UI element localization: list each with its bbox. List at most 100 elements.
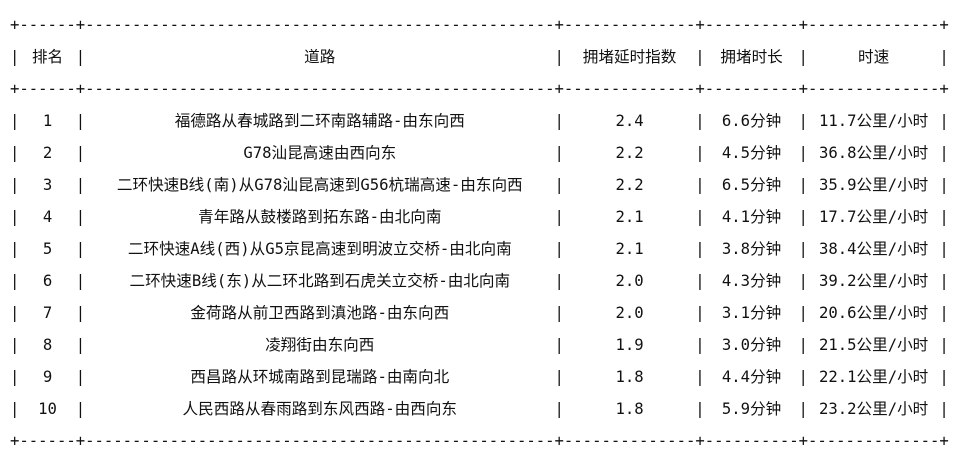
duration-cell: 5.9分钟 — [721, 400, 782, 418]
column-separator: | — [10, 48, 20, 66]
duration-cell: 3.1分钟 — [721, 304, 782, 322]
road-cell: 金荷路从前卫西路到滇池路-由东向西 — [190, 304, 450, 322]
table-header-row: | 排名 | 道路 | 拥堵延时指数 | 拥堵时长 | 时速 | — [10, 41, 959, 73]
road-cell: 二环快速B线(东)从二环北路到石虎关立交桥-由北向南 — [129, 272, 511, 290]
speed-cell: 39.2公里/小时 — [818, 272, 929, 290]
speed-cell: 35.9公里/小时 — [818, 176, 929, 194]
delay-index-cell: 2.0 — [615, 304, 644, 322]
column-separator: | — [798, 368, 808, 386]
delay-index-cell: 2.0 — [615, 272, 644, 290]
speed-cell: 36.8公里/小时 — [818, 144, 929, 162]
road-cell: 西昌路从环城南路到昆瑞路-由南向北 — [190, 368, 450, 386]
column-separator: | — [939, 240, 949, 258]
speed-cell: 22.1公里/小时 — [818, 368, 929, 386]
table-row: | 1 | 福德路从春城路到二环南路辅路-由东向西 | 2.4 | 6.6分钟 … — [10, 105, 959, 137]
column-separator: | — [798, 112, 808, 130]
table-row: | 4 | 青年路从鼓楼路到拓东路-由北向南 | 2.1 | 4.1分钟 | 1… — [10, 201, 959, 233]
header-duration: 拥堵时长 — [720, 48, 783, 66]
rank-cell: 2 — [42, 144, 53, 162]
delay-index-cell: 2.2 — [615, 144, 644, 162]
column-separator: | — [939, 400, 949, 418]
column-separator: | — [798, 400, 808, 418]
column-separator: | — [939, 272, 949, 290]
rank-cell: 1 — [42, 112, 53, 130]
speed-cell: 23.2公里/小时 — [818, 400, 929, 418]
table-row: | 2 | G78汕昆高速由西向东 | 2.2 | 4.5分钟 | 36.8公里… — [10, 137, 959, 169]
delay-index-cell: 1.8 — [615, 400, 644, 418]
column-separator: | — [10, 368, 20, 386]
column-separator: | — [798, 208, 808, 226]
rank-cell: 3 — [42, 176, 53, 194]
rank-cell: 10 — [38, 400, 57, 418]
column-separator: | — [75, 272, 86, 290]
column-separator: | — [798, 48, 808, 66]
table-border-top: +------+--------------------------------… — [10, 16, 949, 34]
column-separator: | — [695, 368, 705, 386]
duration-cell: 4.5分钟 — [721, 144, 782, 162]
column-separator: | — [695, 48, 705, 66]
speed-cell: 20.6公里/小时 — [818, 304, 929, 322]
column-separator: | — [75, 304, 86, 322]
column-separator: | — [10, 272, 20, 290]
column-separator: | — [10, 400, 20, 418]
table-row: | 3 | 二环快速B线(南)从G78汕昆高速到G56杭瑞高速-由东向西 | 2… — [10, 169, 959, 201]
column-separator: | — [798, 304, 808, 322]
column-separator: | — [75, 48, 86, 66]
column-separator: | — [695, 304, 705, 322]
column-separator: | — [554, 208, 564, 226]
column-separator: | — [939, 144, 949, 162]
column-separator: | — [75, 336, 86, 354]
column-separator: | — [695, 400, 705, 418]
road-cell: 青年路从鼓楼路到拓东路-由北向南 — [198, 208, 442, 226]
column-separator: | — [939, 336, 949, 354]
delay-index-cell: 2.4 — [615, 112, 644, 130]
column-separator: | — [798, 176, 808, 194]
duration-cell: 4.1分钟 — [721, 208, 782, 226]
rank-cell: 8 — [42, 336, 53, 354]
duration-cell: 4.4分钟 — [721, 368, 782, 386]
road-cell: 二环快速A线(西)从G5京昆高速到明波立交桥-由北向南 — [127, 240, 512, 258]
column-separator: | — [554, 304, 564, 322]
delay-index-cell: 2.1 — [615, 208, 644, 226]
header-delay-index: 拥堵延时指数 — [582, 48, 677, 66]
table-border-header-separator: +------+--------------------------------… — [10, 80, 949, 98]
column-separator: | — [939, 208, 949, 226]
table-row: | 9 | 西昌路从环城南路到昆瑞路-由南向北 | 1.8 | 4.4分钟 | … — [10, 361, 959, 393]
column-separator: | — [10, 240, 20, 258]
delay-index-cell: 1.8 — [615, 368, 644, 386]
header-road: 道路 — [304, 48, 336, 66]
column-separator: | — [10, 176, 20, 194]
column-separator: | — [798, 144, 808, 162]
column-separator: | — [75, 400, 86, 418]
delay-index-cell: 2.2 — [615, 176, 644, 194]
road-cell: 二环快速B线(南)从G78汕昆高速到G56杭瑞高速-由东向西 — [116, 176, 523, 194]
column-separator: | — [554, 272, 564, 290]
column-separator: | — [695, 336, 705, 354]
column-separator: | — [939, 48, 949, 66]
speed-cell: 11.7公里/小时 — [818, 112, 929, 130]
rank-cell: 9 — [42, 368, 53, 386]
header-rank: 排名 — [31, 48, 64, 66]
column-separator: | — [554, 144, 564, 162]
header-speed: 时速 — [858, 48, 890, 66]
column-separator: | — [75, 112, 86, 130]
rank-cell: 4 — [42, 208, 53, 226]
table-row: | 7 | 金荷路从前卫西路到滇池路-由东向西 | 2.0 | 3.1分钟 | … — [10, 297, 959, 329]
duration-cell: 6.5分钟 — [721, 176, 782, 194]
column-separator: | — [10, 144, 20, 162]
table-border-bottom: +------+--------------------------------… — [10, 432, 949, 450]
column-separator: | — [554, 48, 564, 66]
road-cell: G78汕昆高速由西向东 — [243, 144, 397, 162]
column-separator: | — [798, 272, 808, 290]
column-separator: | — [554, 336, 564, 354]
column-separator: | — [695, 176, 705, 194]
column-separator: | — [695, 112, 705, 130]
road-cell: 福德路从春城路到二环南路辅路-由东向西 — [174, 112, 465, 130]
column-separator: | — [798, 336, 808, 354]
duration-cell: 6.6分钟 — [721, 112, 782, 130]
column-separator: | — [75, 144, 86, 162]
column-separator: | — [695, 240, 705, 258]
column-separator: | — [10, 208, 20, 226]
duration-cell: 4.3分钟 — [721, 272, 782, 290]
